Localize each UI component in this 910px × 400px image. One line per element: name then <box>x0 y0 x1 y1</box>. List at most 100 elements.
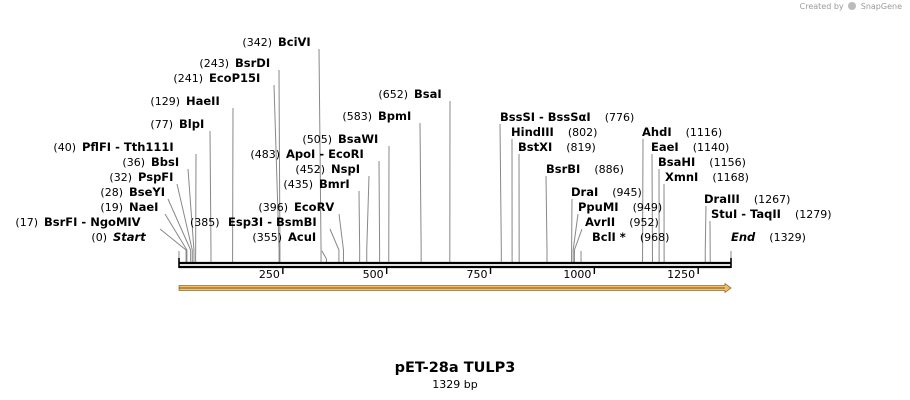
site-name-bsrdi: BsrDI <box>235 56 270 70</box>
plasmid-name: pET-28a TULP3 <box>394 360 516 376</box>
leader-line-pspfi <box>176 183 193 262</box>
leader-line-apoi <box>378 160 381 262</box>
site-position-bpmi: (583) <box>342 110 372 123</box>
site-name-pflfi: PflFI - Tth111I <box>82 140 174 154</box>
ruler-tick-label: 500 <box>363 268 384 281</box>
site-position-bcivi: (342) <box>242 36 272 49</box>
credit-brand: SnapGene <box>860 2 902 11</box>
leader-line-ecorv <box>338 213 344 262</box>
site-position-bsrdi: (243) <box>199 57 229 70</box>
site-position-ecop15i: (241) <box>173 72 203 85</box>
site-position-xmni: (1168) <box>712 171 749 184</box>
site-position-eaei: (1140) <box>693 141 730 154</box>
site-name-blpi: BlpI <box>179 117 204 131</box>
snapgene-logo-icon <box>848 2 857 10</box>
site-name-ecorv: EcoRV <box>294 200 334 214</box>
site-name-naei: NaeI <box>129 200 158 214</box>
site-position-pflfi: (40) <box>53 141 76 154</box>
site-position-pspfi: (32) <box>109 171 132 184</box>
site-position-drai: (945) <box>612 186 642 199</box>
site-position-bsrfi: (17) <box>15 216 38 229</box>
site-name-bsawi: BsaWI <box>338 132 378 146</box>
credit-text: Created by <box>799 2 844 11</box>
site-name-bsahi: BsaHI <box>658 155 695 169</box>
site-position-ecorv: (396) <box>258 201 288 214</box>
site-name-bsrfi: BsrFI - NgoMIV <box>44 215 141 229</box>
leader-line-bseyi <box>167 198 192 262</box>
leader-line-esp3i <box>329 228 340 262</box>
ruler-tick-label: 1250 <box>667 268 695 281</box>
site-position-avrii: (952) <box>629 216 659 229</box>
site-position-naei: (19) <box>100 201 123 214</box>
site-name-avrii: AvrII <box>585 215 615 229</box>
site-name-bcivi: BciVI <box>278 35 311 49</box>
leader-line-bbsi <box>187 168 195 262</box>
ruler-tick-label: 750 <box>467 268 488 281</box>
site-name-bsssi: BssSI - BssSαI <box>500 110 591 124</box>
site-position-bsai: (652) <box>378 88 408 101</box>
site-position-bstxi: (819) <box>566 141 596 154</box>
site-name-haeii: HaeII <box>186 94 220 108</box>
ruler-tick-label: 1000 <box>563 268 591 281</box>
feature-arrow <box>178 282 732 294</box>
site-name-bcli: BclI * <box>592 230 626 244</box>
site-position-draiii: (1267) <box>754 193 791 206</box>
site-leader-lines <box>159 48 732 263</box>
site-name-stui: StuI - TaqII <box>711 207 781 221</box>
site-position-bsawi: (505) <box>302 133 332 146</box>
site-name-bseyi: BseYI <box>129 185 165 199</box>
site-position-bsssi: (776) <box>605 111 635 124</box>
leader-line-blpi <box>209 130 212 262</box>
leader-line-ecop15i <box>273 84 280 262</box>
leader-line-bsssi <box>499 123 502 262</box>
site-position-bsrbi: (886) <box>594 163 624 176</box>
site-labels: Start(0)BsrFI - NgoMIV(17)NaeI(19)BseYI(… <box>15 35 831 244</box>
site-name-start: Start <box>113 230 146 244</box>
leader-line-bsrfi <box>159 228 187 262</box>
site-position-bbsi: (36) <box>122 156 145 169</box>
site-name-end: End <box>731 230 756 244</box>
leader-line-bsrbi <box>545 175 548 262</box>
site-name-bbsi: BbsI <box>151 155 179 169</box>
site-name-ppumi: PpuMI <box>578 200 619 214</box>
site-name-pspfi: PspFI <box>138 170 173 184</box>
site-position-bmri: (435) <box>283 178 313 191</box>
leader-line-nspi <box>366 175 370 262</box>
site-position-hindiii: (802) <box>568 126 598 139</box>
leader-line-bcivi <box>318 48 322 262</box>
leader-line-avrii <box>573 228 583 262</box>
site-position-ppumi: (949) <box>633 201 663 214</box>
site-position-esp3i: (385) <box>190 216 220 229</box>
ruler-ticks: 250 500 750 1000 1250 <box>259 267 699 281</box>
site-name-eaei: EaeI <box>651 140 679 154</box>
site-name-apoi: ApoI - EcoRI <box>286 147 364 161</box>
site-name-draiii: DraIII <box>704 192 740 206</box>
leader-line-naei <box>164 213 188 262</box>
site-position-end: (1329) <box>769 231 806 244</box>
site-name-ecop15i: EcoP15I <box>209 71 260 85</box>
site-name-bmri: BmrI <box>319 177 350 191</box>
snapgene-credit: Created by SnapGene <box>800 2 902 11</box>
plasmid-length: 1329 bp <box>432 378 478 391</box>
site-name-esp3i: Esp3I - BsmBI <box>228 215 317 229</box>
leader-line-acui <box>321 250 327 262</box>
site-name-acui: AcuI <box>288 230 316 244</box>
site-position-ahdi: (1116) <box>686 126 723 139</box>
site-name-bsrbi: BsrBI <box>546 162 580 176</box>
site-name-drai: DraI <box>571 185 598 199</box>
site-name-bstxi: BstXI <box>518 140 552 154</box>
site-name-bpmi: BpmI <box>378 109 411 123</box>
site-name-bsai: BsaI <box>414 87 442 101</box>
site-position-acui: (355) <box>252 231 282 244</box>
site-position-haeii: (129) <box>150 95 180 108</box>
site-position-apoi: (483) <box>250 148 280 161</box>
site-position-bcli: (968) <box>640 231 670 244</box>
leader-line-bmri <box>358 190 361 262</box>
leader-line-ppumi <box>572 213 579 262</box>
ruler-tick-label: 250 <box>259 268 280 281</box>
leader-line-draiii <box>704 205 707 262</box>
site-position-bsahi: (1156) <box>709 156 746 169</box>
site-position-bseyi: (28) <box>100 186 123 199</box>
site-position-blpi: (77) <box>150 118 173 131</box>
